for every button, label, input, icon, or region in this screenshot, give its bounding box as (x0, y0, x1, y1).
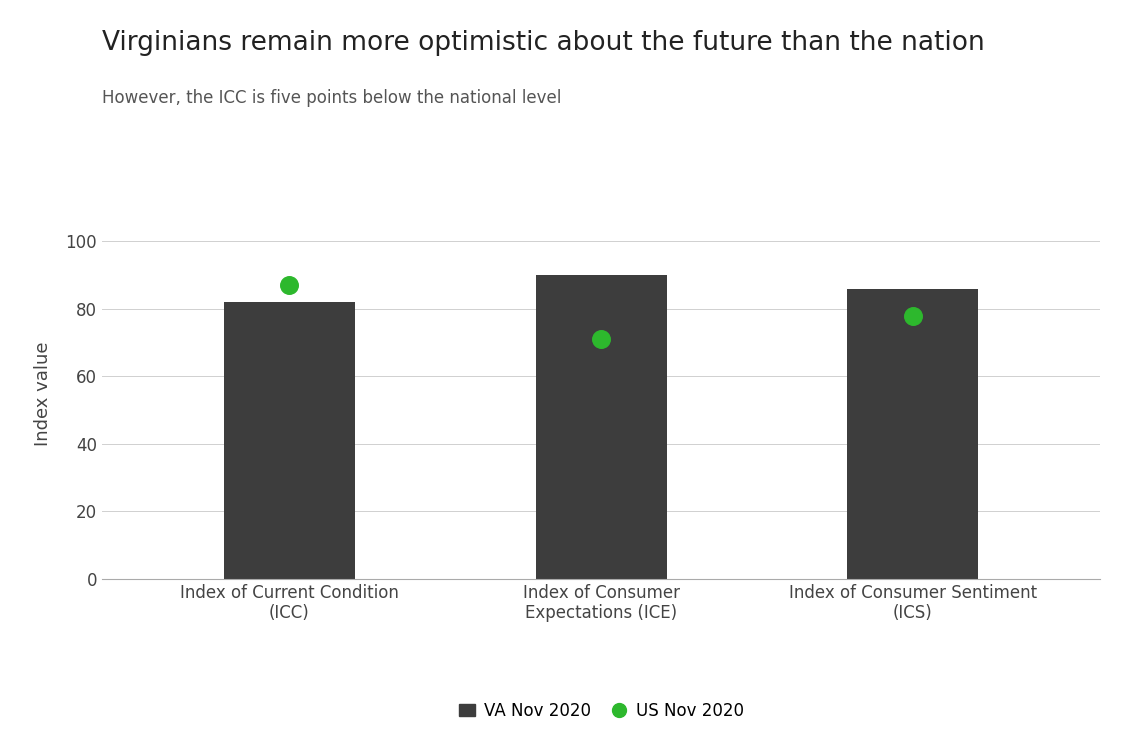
Bar (223, 302, 355, 579)
Text: Virginians remain more optimistic about the future than the nation: Virginians remain more optimistic about … (102, 30, 984, 56)
Text: However, the ICC is five points below the national level: However, the ICC is five points below th… (102, 89, 561, 107)
Legend: VA Nov 2020, US Nov 2020: VA Nov 2020, US Nov 2020 (451, 695, 751, 726)
Bar (847, 289, 979, 579)
Point (280, 280, 298, 292)
Point (592, 333, 610, 345)
Point (904, 309, 922, 321)
Y-axis label: Index value: Index value (34, 341, 52, 445)
Bar (535, 275, 667, 579)
